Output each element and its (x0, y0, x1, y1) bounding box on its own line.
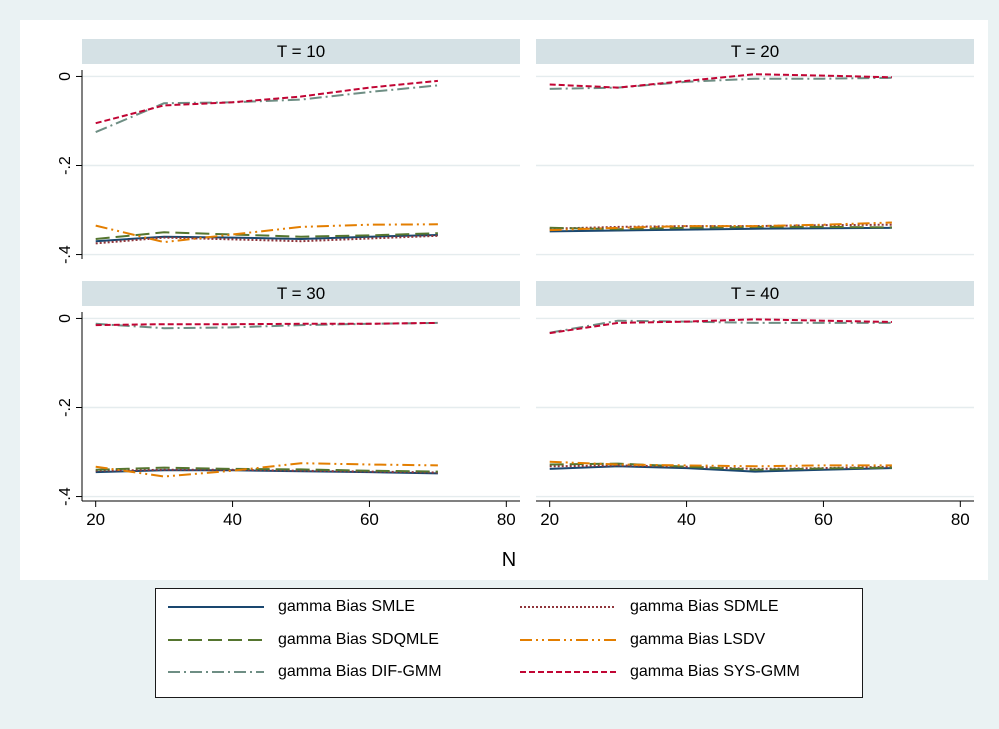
y-tick-label: -.2 (57, 156, 74, 175)
legend-swatch (520, 639, 616, 641)
legend-swatch (168, 671, 264, 673)
series-line (95, 79, 438, 125)
y-tick-label: -.4 (57, 487, 74, 506)
legend-swatch (168, 606, 264, 608)
series-line (95, 234, 438, 243)
legend-item: gamma Bias SYS-GMM (518, 661, 800, 683)
legend-swatch (520, 606, 616, 608)
legend-swatch (520, 671, 616, 673)
panel-1: T = 10 0 -.2 -.4 (57, 39, 520, 264)
series-line (549, 465, 892, 473)
series-line (549, 226, 892, 233)
series-line (95, 231, 438, 240)
series-line (95, 321, 438, 330)
panel-4: T = 40 20 40 60 80 (536, 281, 974, 529)
x-tick-label: 20 (540, 510, 559, 529)
legend-item: gamma Bias DIF-GMM (166, 661, 442, 683)
legend-label: gamma Bias LSDV (630, 631, 766, 648)
x-tick-label: 60 (360, 510, 379, 529)
legend-label: gamma Bias SDQMLE (278, 631, 439, 648)
series-line (549, 225, 892, 231)
series-line (549, 462, 892, 471)
y-tick-label: 0 (57, 314, 74, 323)
panel-header (82, 39, 520, 64)
x-axis-title: N (502, 549, 516, 571)
panel-header (536, 281, 974, 306)
series-line (549, 460, 892, 468)
legend: gamma Bias SMLE gamma Bias SDMLE gamma Bia… (155, 588, 863, 698)
legend-item: gamma Bias SDQMLE (166, 629, 439, 651)
series-line (549, 319, 892, 334)
series-line (549, 318, 892, 335)
x-tick-label: 20 (86, 510, 105, 529)
x-tick-label: 60 (814, 510, 833, 529)
panel-title: T = 30 (277, 284, 325, 303)
panel-3: T = 30 0 -.2 -.4 20 40 60 80 (57, 281, 520, 529)
x-tick-label: 40 (677, 510, 696, 529)
legend-label: gamma Bias SDMLE (630, 598, 779, 615)
series-line (549, 221, 892, 232)
x-tick-label: 40 (223, 510, 242, 529)
panel-title: T = 20 (731, 42, 779, 61)
y-tick-label: 0 (57, 72, 74, 81)
series-line (549, 73, 892, 89)
legend-item: gamma Bias SDMLE (518, 596, 779, 618)
x-tick-label: 80 (497, 510, 516, 529)
legend-item: gamma Bias SMLE (166, 596, 415, 618)
legend-label: gamma Bias SMLE (278, 598, 415, 615)
panel-title: T = 40 (731, 284, 779, 303)
panel-header (82, 281, 520, 306)
legend-swatch (168, 639, 264, 641)
series-line (95, 462, 438, 478)
legend-label: gamma Bias SYS-GMM (630, 663, 800, 680)
panel-title: T = 10 (277, 42, 325, 61)
legend-item: gamma Bias LSDV (518, 629, 765, 651)
y-tick-label: -.4 (57, 245, 74, 264)
series-line (549, 76, 892, 90)
series-line (95, 223, 438, 244)
series-line (95, 321, 438, 327)
y-tick-label: -.2 (57, 398, 74, 417)
panel-header (536, 39, 974, 64)
x-tick-label: 80 (951, 510, 970, 529)
legend-label: gamma Bias DIF-GMM (278, 663, 442, 680)
series-line (95, 466, 438, 473)
panel-2: T = 20 (536, 39, 974, 256)
